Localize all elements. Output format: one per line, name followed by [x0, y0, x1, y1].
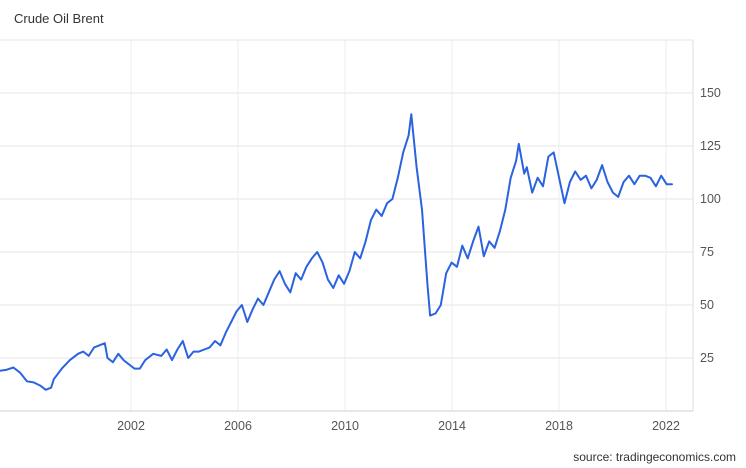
grid — [0, 39, 693, 411]
y-tick-label: 125 — [700, 139, 721, 153]
y-tick-label: 100 — [700, 192, 721, 206]
y-tick-label: 75 — [700, 245, 714, 259]
source-credit: source: tradingeconomics.com — [573, 450, 736, 464]
x-tick-label: 2018 — [545, 419, 573, 433]
y-tick-label: 25 — [700, 351, 714, 365]
x-tick-label: 2022 — [652, 419, 680, 433]
x-tick-label: 2006 — [224, 419, 252, 433]
y-tick-label: 50 — [700, 298, 714, 312]
axes: 25 50 75 100 125 150 2002 2006 2010 2014 2018 2022 — [0, 40, 721, 433]
series-line — [0, 113, 673, 391]
chart-title: Crude Oil Brent — [14, 11, 104, 26]
x-tick-label: 2010 — [331, 419, 359, 433]
x-tick-label: 2002 — [117, 419, 145, 433]
x-tick-label: 2014 — [438, 419, 466, 433]
series — [0, 113, 673, 391]
y-tick-label: 150 — [700, 86, 721, 100]
